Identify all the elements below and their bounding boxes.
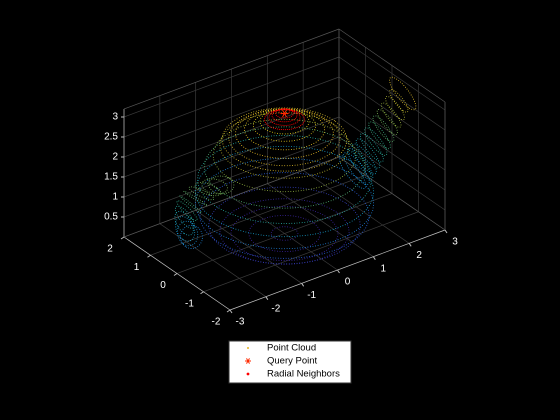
x-tick-label: -2 xyxy=(271,303,280,314)
z-tick-label: 1 xyxy=(112,192,118,203)
x-tick-label: -1 xyxy=(307,290,316,301)
grid-line xyxy=(203,211,419,293)
x-tick-label: 2 xyxy=(416,250,422,261)
spout-ring xyxy=(380,102,402,128)
handle-ring xyxy=(194,182,222,197)
x-tick-label: 1 xyxy=(381,263,387,274)
grid-line xyxy=(338,136,446,211)
handle-ring xyxy=(175,216,196,242)
grid-line xyxy=(123,96,340,178)
axis-line xyxy=(338,28,446,103)
neighbor-ring xyxy=(271,108,298,123)
neighbor-ring xyxy=(263,108,306,131)
x-tick-label: -3 xyxy=(236,317,245,328)
legend-box xyxy=(228,340,352,384)
grid-line xyxy=(123,36,340,118)
spout-ring xyxy=(389,76,417,111)
handle-ring xyxy=(208,175,235,195)
handle-ring xyxy=(176,200,198,222)
y-tick-label: 2 xyxy=(107,244,113,255)
z-tick-label: 0.5 xyxy=(104,212,118,223)
neighbor-ring xyxy=(275,108,294,119)
grid-line xyxy=(338,116,446,191)
x-tick-label: 3 xyxy=(452,237,458,248)
axis-line xyxy=(338,156,446,231)
y-tick-label: -1 xyxy=(185,298,194,309)
point-ring xyxy=(194,145,375,238)
handle-ring xyxy=(176,220,199,247)
x-tick xyxy=(301,283,305,287)
grid-line xyxy=(338,56,446,131)
axis-line xyxy=(123,156,340,238)
x-tick xyxy=(265,296,269,300)
x-tick xyxy=(229,309,233,314)
y-tick-label: -2 xyxy=(212,317,221,328)
y-tick xyxy=(226,309,231,313)
point-ring xyxy=(221,107,348,172)
handle-ring xyxy=(201,178,228,195)
point-ring xyxy=(212,118,357,193)
z-tick-label: 3 xyxy=(112,112,118,123)
axes: -3 -2 -1 0 1 2 3 -2 -1 0 1 2 0.5 1 1.5 2 2.5 3 xyxy=(104,28,458,328)
z-tick-label: 1.5 xyxy=(104,172,118,183)
y-tick xyxy=(173,273,178,276)
legend-marker xyxy=(246,372,250,376)
legend-marker xyxy=(246,358,250,364)
grid-line xyxy=(150,174,366,256)
x-tick xyxy=(372,256,376,260)
y-tick-label: 1 xyxy=(134,262,140,273)
spout-ring xyxy=(372,115,395,143)
point-cloud xyxy=(174,76,417,265)
x-tick xyxy=(408,243,412,247)
query-point xyxy=(282,109,287,118)
legend: Point Cloud Query Point Radial Neighbors xyxy=(228,340,352,384)
z-tick-label: 2 xyxy=(112,152,118,163)
point-ring xyxy=(194,157,375,250)
grid-line xyxy=(123,136,340,218)
spout-ring xyxy=(368,121,391,150)
spout-ring xyxy=(359,132,384,163)
legend-marker xyxy=(247,347,249,349)
spout-ring xyxy=(376,109,398,136)
point-ring xyxy=(248,214,321,253)
handle-ring xyxy=(188,186,215,201)
legend-label: Radial Neighbors xyxy=(267,369,340,380)
axis-line xyxy=(123,28,340,110)
grid-line xyxy=(176,193,393,274)
x-tick xyxy=(337,269,340,274)
grid-line xyxy=(338,76,446,151)
spout-ring xyxy=(347,148,374,180)
y-tick xyxy=(200,291,204,295)
point-ring xyxy=(228,108,341,167)
point-ring xyxy=(197,134,372,225)
grid-line xyxy=(123,116,340,198)
y-tick xyxy=(147,254,151,258)
spout-ring xyxy=(338,155,367,189)
grid-line xyxy=(123,76,340,158)
spout-ring xyxy=(343,152,370,185)
spout-ring xyxy=(385,95,405,121)
z-tick-label: 2.5 xyxy=(104,132,118,143)
point-ring xyxy=(252,109,317,142)
x-tick xyxy=(444,229,448,234)
spout-ring xyxy=(355,138,381,169)
neighbor-ring xyxy=(278,108,291,115)
handle-ring xyxy=(179,224,203,249)
y-tick-label: 0 xyxy=(160,280,166,291)
y-tick xyxy=(120,236,125,240)
legend-label: Query Point xyxy=(267,356,318,367)
point-ring xyxy=(199,172,370,259)
legend-label: Point Cloud xyxy=(267,343,316,354)
x-tick-label: 0 xyxy=(345,277,351,288)
grid-line xyxy=(338,36,446,111)
point-ring xyxy=(208,186,361,265)
grid-line xyxy=(123,56,340,138)
